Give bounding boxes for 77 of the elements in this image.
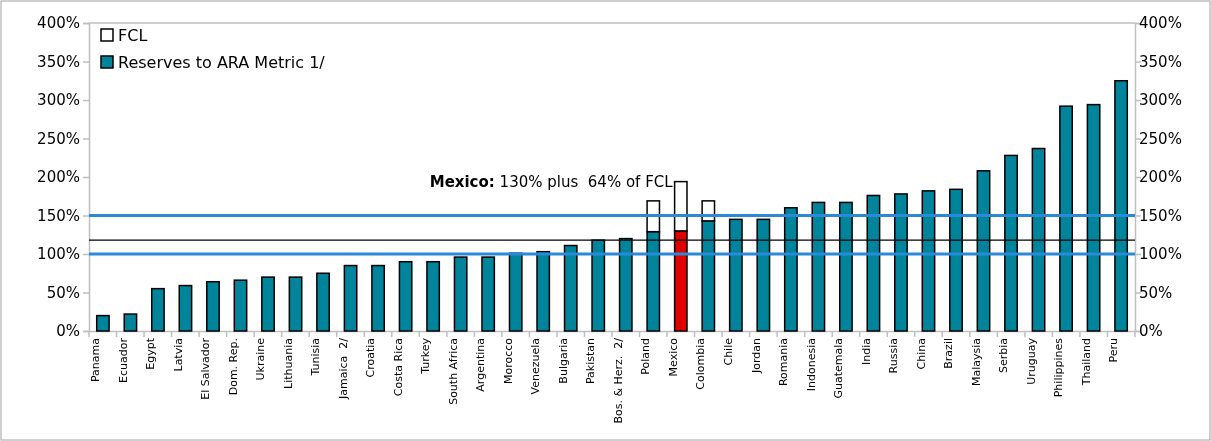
y-tick-label: 350% <box>37 52 80 71</box>
x-tick-label: Guatemala <box>832 338 846 399</box>
x-tick-label: Ecuador <box>116 337 130 383</box>
x-tick-label: Turkey <box>419 337 433 375</box>
legend-label: Reserves to ARA Metric 1/ <box>118 53 326 72</box>
x-tick-label: Indonesia <box>804 338 818 392</box>
x-tick-label: Thailand <box>1079 338 1093 387</box>
x-tick-label: Colombia <box>694 338 708 390</box>
y2-tick-label: 250% <box>1139 129 1182 148</box>
x-tick-label: Uruguay <box>1024 337 1038 385</box>
annotation: Mexico: 130% plus 64% of FCL <box>429 172 674 191</box>
bar <box>536 250 551 332</box>
x-tick-label: Egypt <box>144 337 158 370</box>
bar <box>233 279 248 332</box>
x-tick-label: Jamaica 2/ <box>336 337 350 400</box>
x-tick-label: Argentina <box>474 338 488 392</box>
x-tick-label: Bulgaria <box>556 338 570 384</box>
y-tick-label: 400% <box>37 14 80 33</box>
y-tick-label: 200% <box>37 168 80 187</box>
y2-tick-label: 350% <box>1139 52 1182 71</box>
bar <box>508 252 523 332</box>
bar <box>95 314 110 332</box>
x-tick-label: Chile <box>721 337 735 366</box>
bar <box>316 272 330 332</box>
x-tick-label: Mexico <box>666 337 680 377</box>
x-tick-label: Romania <box>777 338 791 387</box>
x-tick-label: El Salvador <box>199 337 213 400</box>
x-tick-label: Brazil <box>942 338 956 369</box>
bar <box>563 244 578 332</box>
x-tick-label: Ukraine <box>254 337 268 381</box>
x-tick-label: China <box>914 338 928 370</box>
y2-tick-label: 0% <box>1139 322 1163 341</box>
y2-tick-label: 200% <box>1139 168 1182 187</box>
legend-label: FCL <box>118 26 148 45</box>
y2-tick-label: 300% <box>1139 91 1182 110</box>
y2-tick-label: 50% <box>1139 283 1173 302</box>
x-tick-label: Poland <box>639 338 653 375</box>
bar <box>206 280 220 332</box>
x-tick-label: Bos. & Herz. 2/ <box>611 337 625 424</box>
y2-tick-label: 100% <box>1139 245 1182 264</box>
bar <box>426 260 441 332</box>
y2-tick-label: 400% <box>1139 14 1182 33</box>
x-tick-label: Croatia <box>364 338 378 378</box>
bar <box>343 264 358 332</box>
bar <box>261 276 275 332</box>
x-tick-label: India <box>859 338 873 365</box>
x-tick-label: Morocco <box>501 337 515 385</box>
bar <box>150 287 165 332</box>
x-tick-label: Malaysia <box>969 338 983 387</box>
y-tick-label: 100% <box>37 245 80 264</box>
x-tick-label: Latvia <box>171 338 185 372</box>
x-tick-label: Pakistan <box>584 337 598 385</box>
bar <box>453 256 468 332</box>
y2-tick-label: 150% <box>1139 206 1182 225</box>
x-tick-label: Lithuania <box>281 338 295 389</box>
x-tick-label: Peru <box>1107 338 1121 363</box>
x-tick-label: Russia <box>887 338 901 374</box>
x-tick-label: South Africa <box>446 338 460 405</box>
y-tick-label: 50% <box>46 283 80 302</box>
x-tick-label: Venezuela <box>529 338 543 395</box>
x-tick-label: Tunisia <box>309 338 323 377</box>
bar <box>288 276 303 332</box>
x-tick-label: Jordan <box>749 337 763 374</box>
y-tick-label: 300% <box>37 91 80 110</box>
x-tick-label: Serbia <box>997 338 1011 374</box>
bar <box>178 284 193 332</box>
bar <box>123 313 138 332</box>
x-tick-label: Philippines <box>1052 337 1066 398</box>
x-tick-label: Panama <box>89 338 103 383</box>
bar <box>398 260 413 332</box>
y-tick-label: 150% <box>37 206 80 225</box>
x-tick-label: Dom. Rep. <box>226 338 240 396</box>
y-tick-label: 250% <box>37 129 80 148</box>
y-tick-label: 0% <box>56 322 80 341</box>
bar <box>371 264 386 332</box>
x-tick-label: Costa Rica <box>391 338 405 397</box>
bar <box>481 256 496 332</box>
